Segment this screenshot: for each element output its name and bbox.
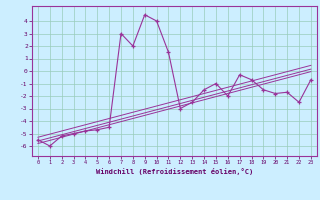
X-axis label: Windchill (Refroidissement éolien,°C): Windchill (Refroidissement éolien,°C): [96, 168, 253, 175]
